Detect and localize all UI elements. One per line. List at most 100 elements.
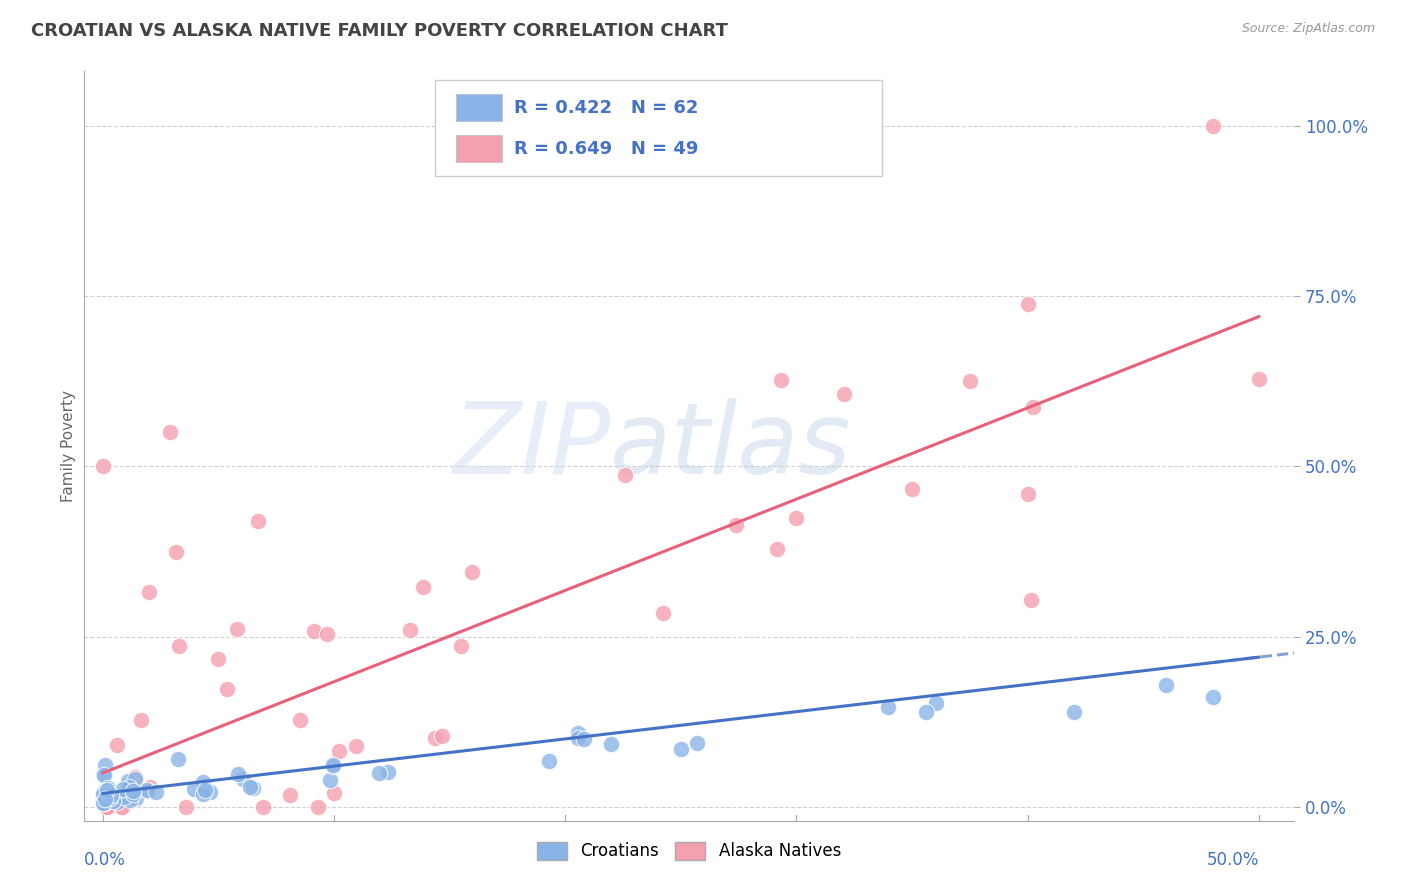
Point <box>785 511 807 525</box>
Point <box>94 758 117 772</box>
Point <box>461 566 484 580</box>
Point <box>252 800 274 814</box>
Point <box>432 729 454 743</box>
Point <box>96 783 118 797</box>
Point <box>165 545 187 559</box>
Point <box>194 782 217 797</box>
Point <box>174 800 197 814</box>
Point <box>232 772 254 787</box>
Point <box>118 780 141 794</box>
Point <box>344 739 367 753</box>
Point <box>1201 119 1223 133</box>
Point <box>239 780 262 794</box>
Point <box>117 778 139 792</box>
Point <box>686 736 709 750</box>
Point <box>901 482 924 496</box>
Point <box>377 764 399 779</box>
Point <box>91 768 114 782</box>
Point <box>124 770 146 784</box>
Point <box>112 789 135 804</box>
Point <box>159 425 181 440</box>
Point <box>832 387 855 401</box>
Point <box>101 787 124 801</box>
Point <box>125 790 148 805</box>
Point <box>91 796 114 810</box>
Y-axis label: Family Poverty: Family Poverty <box>60 390 76 502</box>
Point <box>412 580 434 594</box>
Legend: Croatians, Alaska Natives: Croatians, Alaska Natives <box>529 833 849 869</box>
Point <box>193 787 215 801</box>
Point <box>97 800 120 814</box>
Point <box>136 783 159 797</box>
Point <box>1022 400 1045 414</box>
Point <box>97 781 120 796</box>
Point <box>766 541 789 556</box>
Text: Source: ZipAtlas.com: Source: ZipAtlas.com <box>1241 22 1375 36</box>
Point <box>93 792 115 806</box>
Point <box>138 780 160 794</box>
Point <box>450 639 472 653</box>
Point <box>567 726 589 740</box>
Text: 50.0%: 50.0% <box>1206 851 1258 870</box>
Point <box>302 624 325 638</box>
Point <box>225 622 247 636</box>
Point <box>105 795 128 809</box>
Point <box>93 784 115 798</box>
Point <box>600 737 623 751</box>
Point <box>183 781 205 796</box>
Point <box>1017 487 1039 501</box>
Point <box>103 794 125 808</box>
Point <box>307 800 329 814</box>
Point <box>323 786 346 800</box>
Point <box>93 796 115 810</box>
Point <box>322 759 344 773</box>
Point <box>94 792 117 806</box>
Point <box>1201 690 1223 704</box>
Point <box>537 755 560 769</box>
Point <box>328 744 350 758</box>
Point <box>93 768 115 782</box>
Point <box>1063 705 1085 719</box>
Point <box>105 738 128 752</box>
FancyBboxPatch shape <box>434 80 883 177</box>
Point <box>193 775 215 789</box>
Point <box>652 606 675 620</box>
Point <box>100 789 122 803</box>
Text: 0.0%: 0.0% <box>84 851 127 870</box>
Point <box>129 713 152 727</box>
Point <box>166 752 188 766</box>
Point <box>1017 296 1039 310</box>
Point <box>97 786 120 800</box>
Point <box>96 800 118 814</box>
Point <box>278 788 301 802</box>
Point <box>322 757 344 772</box>
Point <box>118 793 141 807</box>
Point <box>145 785 167 799</box>
Point <box>1247 372 1270 386</box>
Point <box>1019 593 1042 607</box>
Point <box>1156 678 1178 692</box>
Point <box>226 766 249 780</box>
Point <box>288 713 311 727</box>
Point <box>572 731 595 746</box>
Point <box>111 800 134 814</box>
Point <box>169 639 191 653</box>
Text: R = 0.649   N = 49: R = 0.649 N = 49 <box>513 140 697 158</box>
Point <box>368 766 391 780</box>
Point <box>138 585 160 599</box>
Point <box>124 772 146 787</box>
Point <box>93 786 115 800</box>
Point <box>724 518 747 533</box>
Point <box>94 792 117 806</box>
Point <box>98 790 121 805</box>
Point <box>318 772 340 787</box>
Point <box>925 697 948 711</box>
Point <box>316 627 339 641</box>
Point <box>198 785 221 799</box>
Point <box>136 783 159 797</box>
Point <box>207 652 229 666</box>
Point <box>915 705 938 719</box>
Text: ZIP: ZIP <box>453 398 610 494</box>
Point <box>98 789 121 803</box>
Point <box>877 699 900 714</box>
